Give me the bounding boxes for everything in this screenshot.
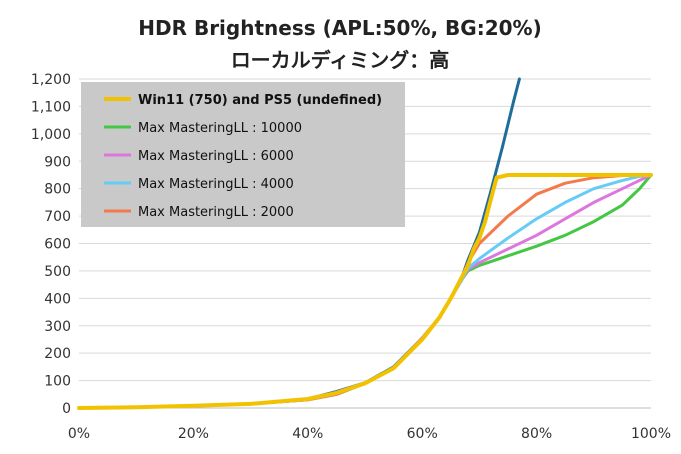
legend-box — [81, 82, 405, 227]
legend-label: Max MasteringLL : 10000 — [138, 121, 302, 136]
y-tick-label: 200 — [44, 346, 71, 362]
y-tick-label: 300 — [44, 319, 71, 335]
x-tick-labels: 0% 20% 40% 60% 80% 100% — [68, 426, 671, 442]
x-tick-label: 40% — [292, 426, 323, 442]
x-tick-label: 80% — [521, 426, 552, 442]
y-tick-label: 1,100 — [31, 99, 71, 115]
y-tick-label: 400 — [44, 291, 71, 307]
chart-title: HDR Brightness (APL:50%, BG:20%) — [138, 16, 541, 40]
legend-label: Max MasteringLL : 4000 — [138, 177, 294, 192]
legend-label: Max MasteringLL : 6000 — [138, 149, 294, 164]
legend-label: Max MasteringLL : 2000 — [138, 205, 294, 220]
x-tick-label: 20% — [178, 426, 209, 442]
chart-subtitle: ローカルディミング：高 — [231, 48, 450, 72]
legend-label: Win11 (750) and PS5 (undefined) — [138, 93, 382, 108]
y-tick-label: 700 — [44, 209, 71, 225]
x-tick-label: 0% — [68, 426, 90, 442]
y-tick-label: 1,200 — [31, 72, 71, 88]
y-tick-label: 600 — [44, 237, 71, 253]
y-tick-label: 100 — [44, 374, 71, 390]
series-lines — [77, 77, 653, 410]
y-tick-label: 1,000 — [31, 127, 71, 143]
y-tick-label: 0 — [62, 401, 71, 417]
x-tick-label: 60% — [407, 426, 438, 442]
y-tick-label: 500 — [44, 264, 71, 280]
y-tick-labels: 0 100 200 300 400 500 600 700 800 900 1,000 1,100 1,… — [31, 72, 71, 417]
series-line-0 — [77, 173, 653, 410]
x-tick-label: 100% — [631, 426, 671, 442]
legend: Win11 (750) and PS5 (undefined) Max Maste… — [81, 82, 405, 227]
y-tick-label: 800 — [44, 182, 71, 198]
y-tick-label: 900 — [44, 154, 71, 170]
